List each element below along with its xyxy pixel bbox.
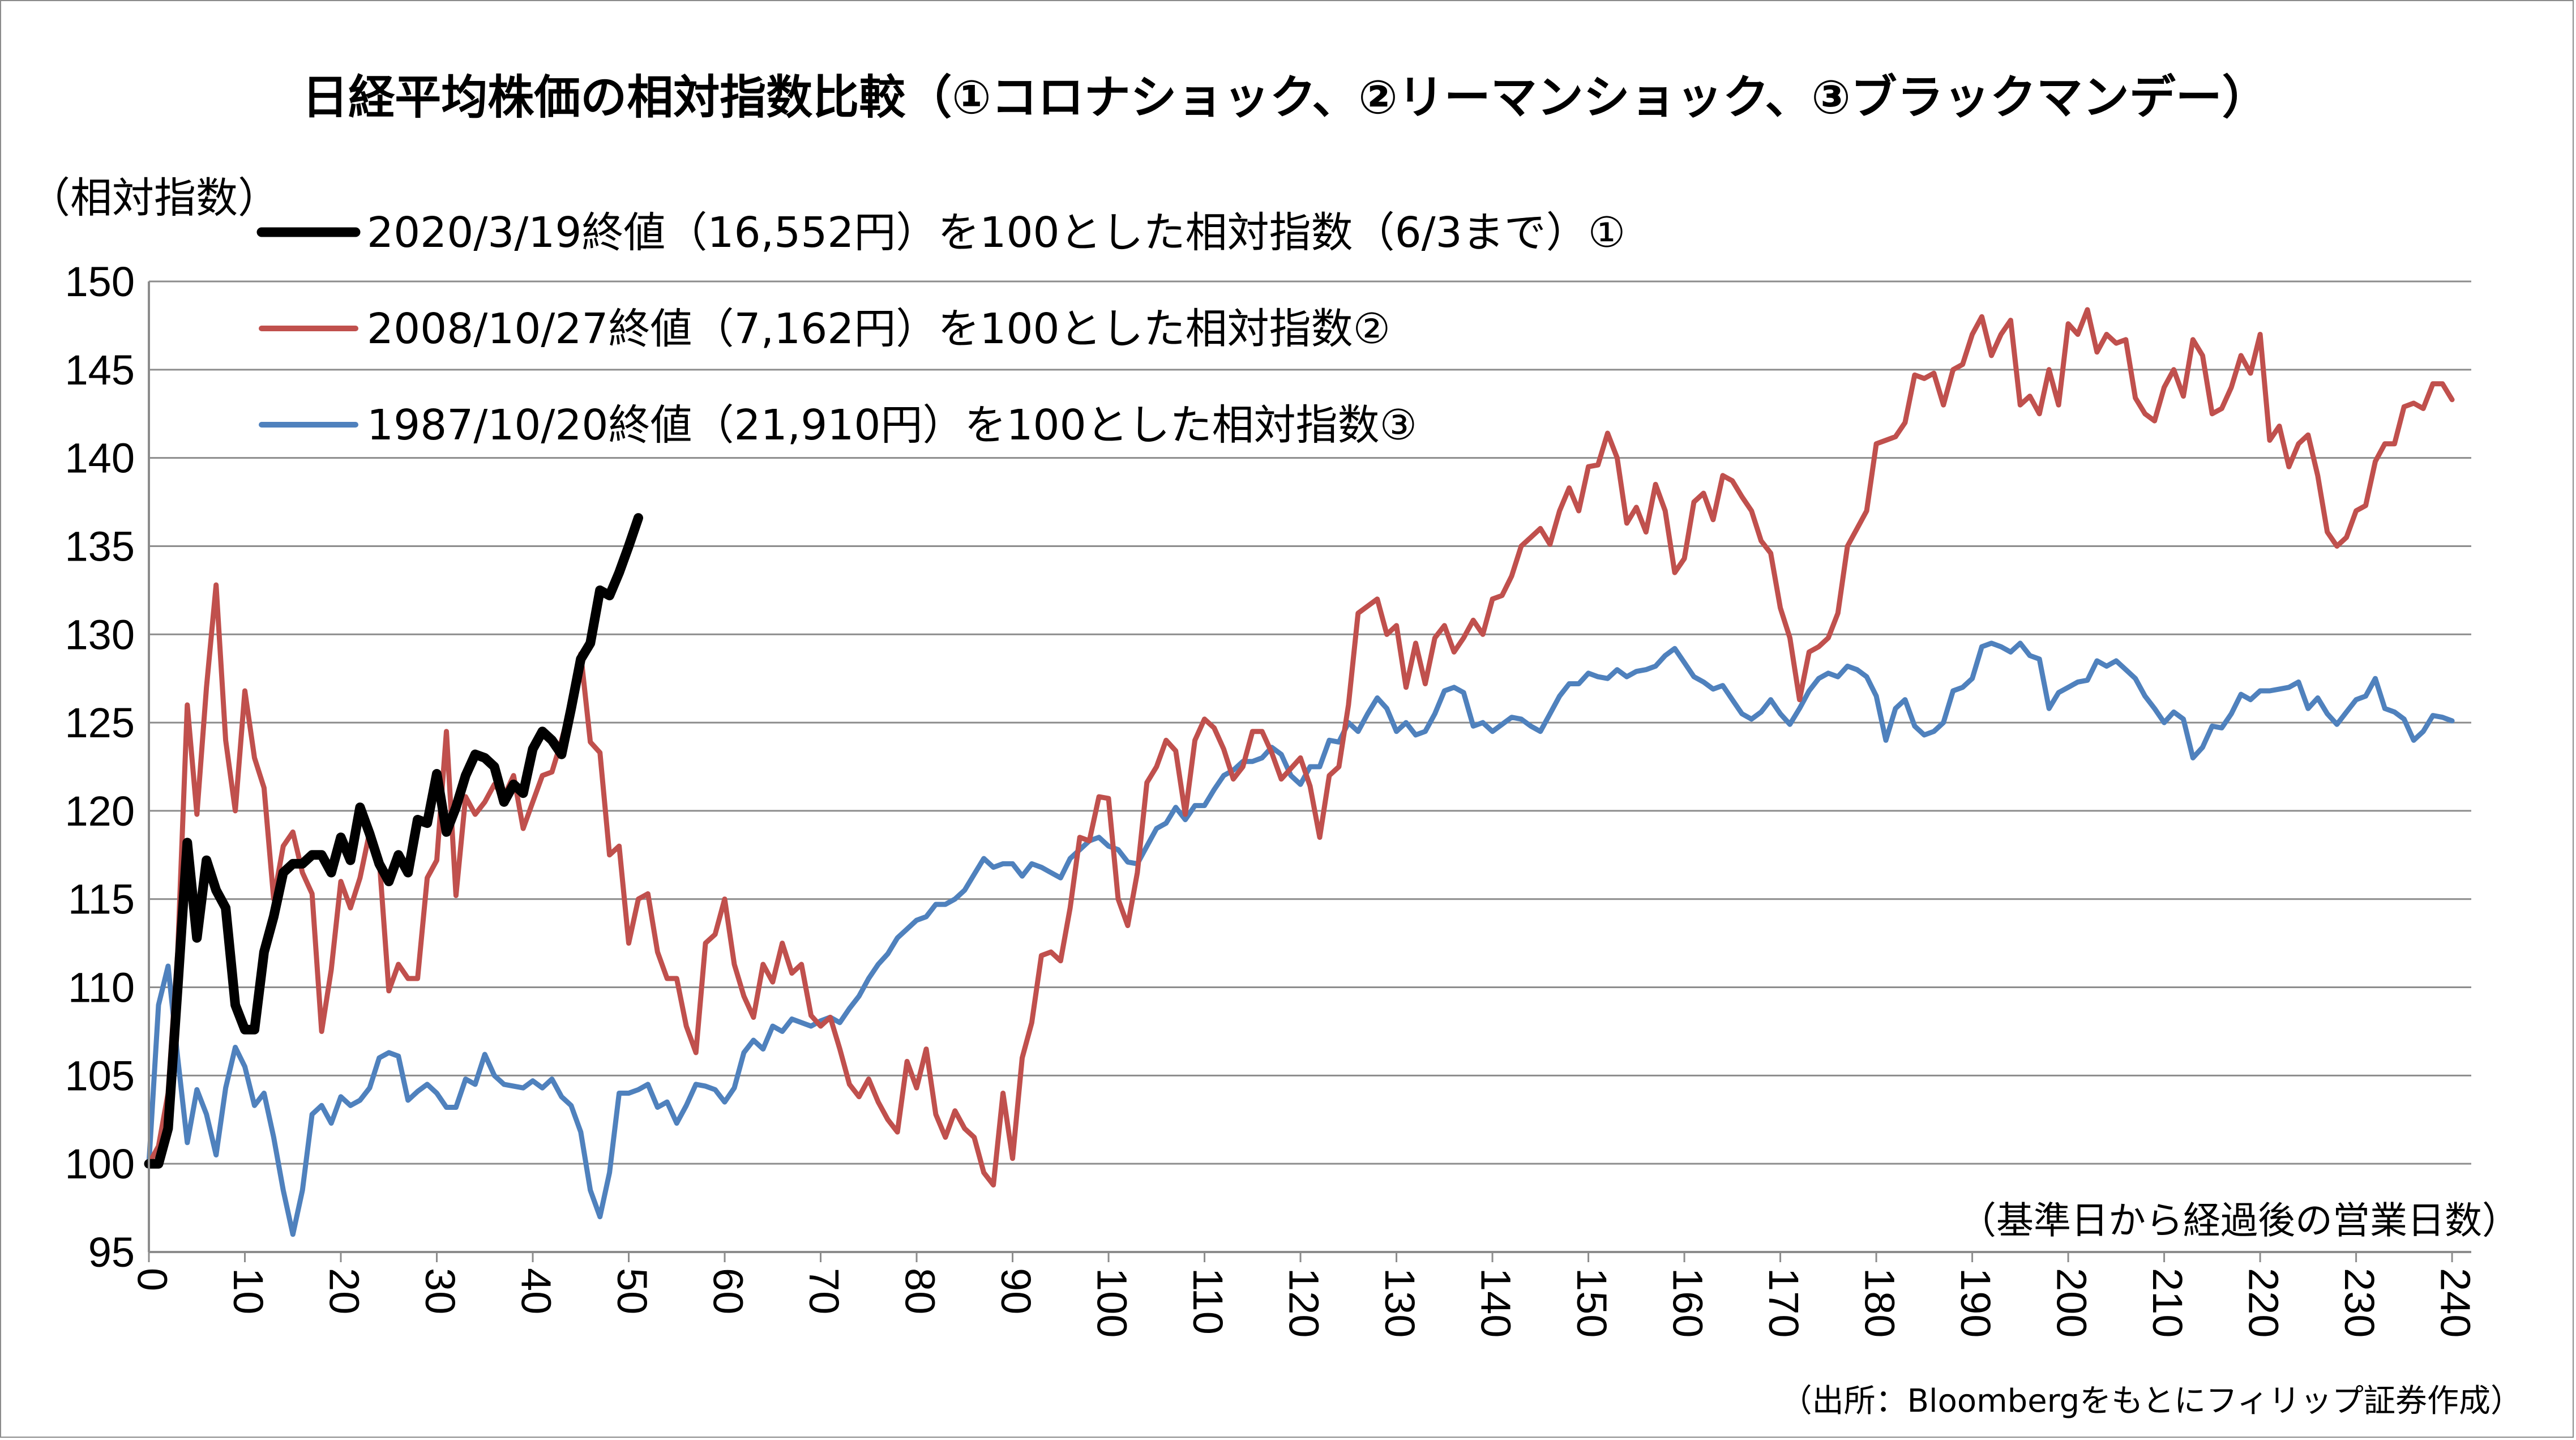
x-tick-label: 240 xyxy=(2432,1268,2479,1338)
x-tick-label: 50 xyxy=(609,1268,656,1314)
x-tick-label: 60 xyxy=(704,1268,751,1314)
y-tick-label: 105 xyxy=(65,1052,135,1099)
x-tick-label: 170 xyxy=(1760,1268,1807,1338)
series-line-1 xyxy=(144,513,643,1169)
y-tick-label: 150 xyxy=(65,258,135,305)
y-tick-label: 100 xyxy=(65,1140,135,1187)
axes xyxy=(148,281,2471,1253)
x-tick-label: 180 xyxy=(1856,1268,1903,1338)
x-tick-label: 120 xyxy=(1281,1268,1328,1338)
x-tick-label: 220 xyxy=(2240,1268,2287,1338)
x-tick-label: 90 xyxy=(992,1268,1039,1314)
x-tick-label: 80 xyxy=(896,1268,943,1314)
x-tick-label: 230 xyxy=(2336,1268,2383,1338)
source-note: （出所：Bloombergをもとにフィリップ証券作成） xyxy=(1781,1383,2522,1420)
x-tick-label: 150 xyxy=(1568,1268,1615,1338)
y-tick-label: 135 xyxy=(65,523,135,570)
y-tick-label: 115 xyxy=(68,876,135,923)
x-axis-label: （基準日から経過後の営業日数） xyxy=(1959,1199,2519,1242)
chart-title: 日経平均株価の相対指数比較（①コロナショック、②リーマンショック、③ブラックマン… xyxy=(302,71,2269,125)
x-tick-label: 200 xyxy=(2048,1268,2095,1338)
legend-label-2: 2008/10/27終値（7,162円）を100とした相対指数② xyxy=(367,305,1390,353)
x-tick-label: 100 xyxy=(1088,1268,1135,1338)
x-tick-label: 110 xyxy=(1184,1268,1231,1335)
series-layer xyxy=(144,307,2455,1237)
y-axis-ticks: 95 100 105 110 115 120 125 130 135 140 145 150 xyxy=(65,258,135,1276)
x-tick-label: 20 xyxy=(320,1268,367,1314)
x-tick-label: 0 xyxy=(129,1268,176,1291)
y-tick-label: 125 xyxy=(65,699,135,746)
y-axis-label: （相対指数） xyxy=(28,174,280,223)
x-tick-label: 160 xyxy=(1664,1268,1711,1338)
legend: 2020/3/19終値（16,552円）を100とした相対指数（6/3まで）① 2… xyxy=(256,208,1625,450)
y-tick-label: 110 xyxy=(68,964,135,1011)
x-axis-ticks: 0 10 20 30 40 50 60 70 80 90 100 110 120 130 140 150 160… xyxy=(129,1252,2479,1338)
x-tick-label: 10 xyxy=(225,1268,272,1314)
x-tick-label: 140 xyxy=(1473,1268,1520,1338)
x-tick-label: 40 xyxy=(512,1268,559,1314)
x-tick-label: 130 xyxy=(1376,1268,1423,1338)
y-tick-label: 140 xyxy=(65,435,135,482)
x-tick-label: 70 xyxy=(801,1268,848,1314)
legend-label-1: 2020/3/19終値（16,552円）を100とした相対指数（6/3まで）① xyxy=(367,208,1625,257)
series-line-3 xyxy=(146,640,2455,1237)
legend-label-3: 1987/10/20終値（21,910円）を100とした相対指数③ xyxy=(367,401,1417,450)
gridlines xyxy=(149,280,2471,1165)
y-tick-label: 120 xyxy=(65,788,135,835)
y-tick-label: 95 xyxy=(88,1229,135,1276)
series-line-2 xyxy=(146,307,2455,1188)
y-tick-label: 145 xyxy=(65,347,135,394)
x-tick-label: 190 xyxy=(1952,1268,1999,1338)
y-tick-label: 130 xyxy=(65,611,135,658)
x-tick-label: 210 xyxy=(2144,1268,2191,1338)
x-tick-label: 30 xyxy=(417,1268,464,1314)
